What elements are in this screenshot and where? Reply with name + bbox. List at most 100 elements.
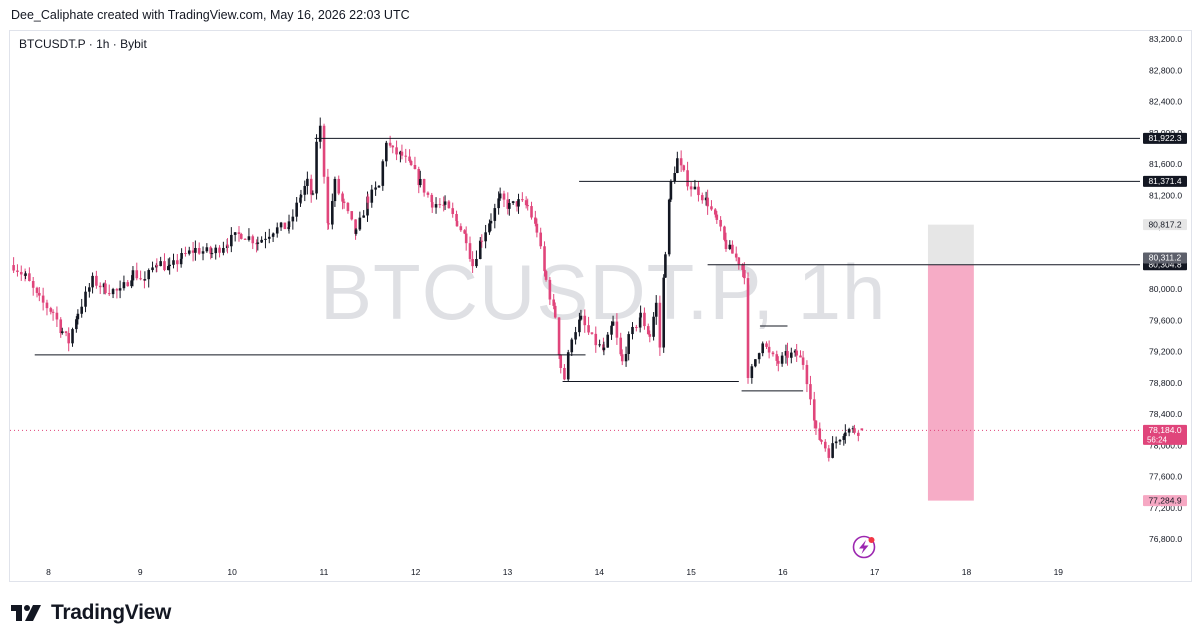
y-tick-label: 80,000.0 [1149, 284, 1182, 294]
candle-body [67, 333, 70, 344]
candle-body [851, 428, 855, 430]
candle-body [587, 325, 590, 333]
candle-body [210, 253, 214, 255]
y-tick-label: 82,000.0 [1149, 128, 1182, 138]
candle-body [761, 343, 765, 354]
candle-body [12, 265, 15, 271]
candle-body [646, 326, 650, 335]
y-tick-label: 77,200.0 [1149, 503, 1182, 513]
candle-body [209, 247, 212, 254]
candle-body [590, 332, 594, 334]
candle-body [180, 253, 183, 259]
candle-body [615, 321, 619, 338]
candle-body [197, 247, 201, 254]
candle-body [526, 205, 529, 207]
candle-body [333, 178, 337, 202]
candle-body [574, 332, 577, 340]
candle-body [151, 267, 154, 271]
candle-body [775, 354, 779, 361]
candle-body [563, 367, 566, 380]
candle-body [311, 193, 315, 195]
level-price-label-box [1143, 175, 1187, 187]
candle-body [750, 366, 754, 378]
candle-body [664, 254, 667, 278]
candle-countdown-label: 56:24 [1147, 435, 1168, 444]
candle-body [350, 211, 354, 220]
candle-body [515, 201, 519, 207]
symbol-info[interactable]: BTCUSDT.P · 1h · Bybit [19, 37, 147, 51]
candle-body [578, 319, 581, 333]
candle-body [557, 317, 561, 355]
candle-body [430, 194, 434, 203]
candle-body [126, 282, 130, 287]
lightning-icon[interactable] [852, 535, 876, 559]
candle-body [443, 201, 447, 205]
candle-body [552, 299, 556, 306]
candle-body [41, 295, 45, 303]
candle-body [793, 350, 797, 353]
candle-body [59, 319, 63, 334]
candle-body [719, 219, 722, 227]
candle-body [272, 233, 275, 235]
candle-body [611, 321, 615, 326]
candle-body [326, 176, 330, 224]
candle-body [455, 221, 459, 227]
candle-body [827, 448, 831, 458]
candle-body [45, 302, 49, 309]
header-caption: Dee_Caliphate created with TradingView.c… [11, 8, 410, 22]
y-tick-label: 77,600.0 [1149, 472, 1182, 482]
candle-body [619, 337, 623, 355]
candle-body [667, 199, 671, 255]
candle-body [426, 192, 430, 195]
candle-body [686, 170, 689, 187]
candle-body [799, 355, 802, 358]
horizontal-levels[interactable] [34, 137, 1140, 392]
y-tick-label: 81,200.0 [1149, 190, 1182, 200]
candle-body [418, 178, 422, 186]
candle-body [464, 233, 468, 244]
candle-body [488, 223, 491, 233]
level-price-label: 80,304.8 [1148, 259, 1181, 269]
candle-body [299, 194, 303, 198]
candle-body [771, 352, 775, 355]
candle-body [723, 226, 726, 240]
candle-body [358, 217, 362, 230]
candle-body [404, 155, 408, 157]
candle-body [594, 333, 598, 346]
candle-body [548, 279, 552, 300]
chart-frame[interactable] [9, 30, 1192, 582]
candle-body [517, 199, 520, 207]
current-price-label: 78,184.0 [1148, 425, 1181, 435]
time-axis[interactable]: 8 9 10 11 12 13 14 15 16 17 18 19 [46, 567, 1063, 577]
candle-body [315, 141, 318, 194]
price-axis[interactable]: 83,200.0 82,800.0 82,400.0 82,000.0 81,600.0… [1149, 34, 1182, 544]
candle-body [267, 236, 271, 239]
candle-body [256, 242, 260, 244]
candle-body [652, 316, 655, 337]
x-tick-label: 14 [595, 567, 605, 577]
candle-body [662, 277, 666, 348]
position-zones [927, 224, 974, 501]
candle-body [579, 315, 583, 320]
footer-brand-text: TradingView [51, 601, 172, 624]
candle-body [724, 239, 728, 249]
candle-body [71, 329, 74, 344]
candle-body [610, 325, 613, 335]
candle-body [669, 181, 673, 200]
candle-body [475, 259, 478, 267]
level-price-label: 81,371.4 [1148, 176, 1181, 186]
candle-body [172, 260, 175, 265]
entry-zone[interactable] [927, 224, 974, 265]
candle-body [395, 147, 398, 155]
candle-body [191, 250, 195, 253]
candle-body [451, 208, 455, 215]
target-zone[interactable] [927, 264, 974, 501]
tradingview-logo-icon [11, 605, 41, 621]
candle-body [521, 199, 524, 201]
y-tick-label: 81,600.0 [1149, 159, 1182, 169]
candle-body [704, 197, 708, 201]
candle-body [155, 264, 159, 267]
candle-body [468, 243, 472, 259]
y-tick-label: 82,400.0 [1149, 97, 1182, 107]
